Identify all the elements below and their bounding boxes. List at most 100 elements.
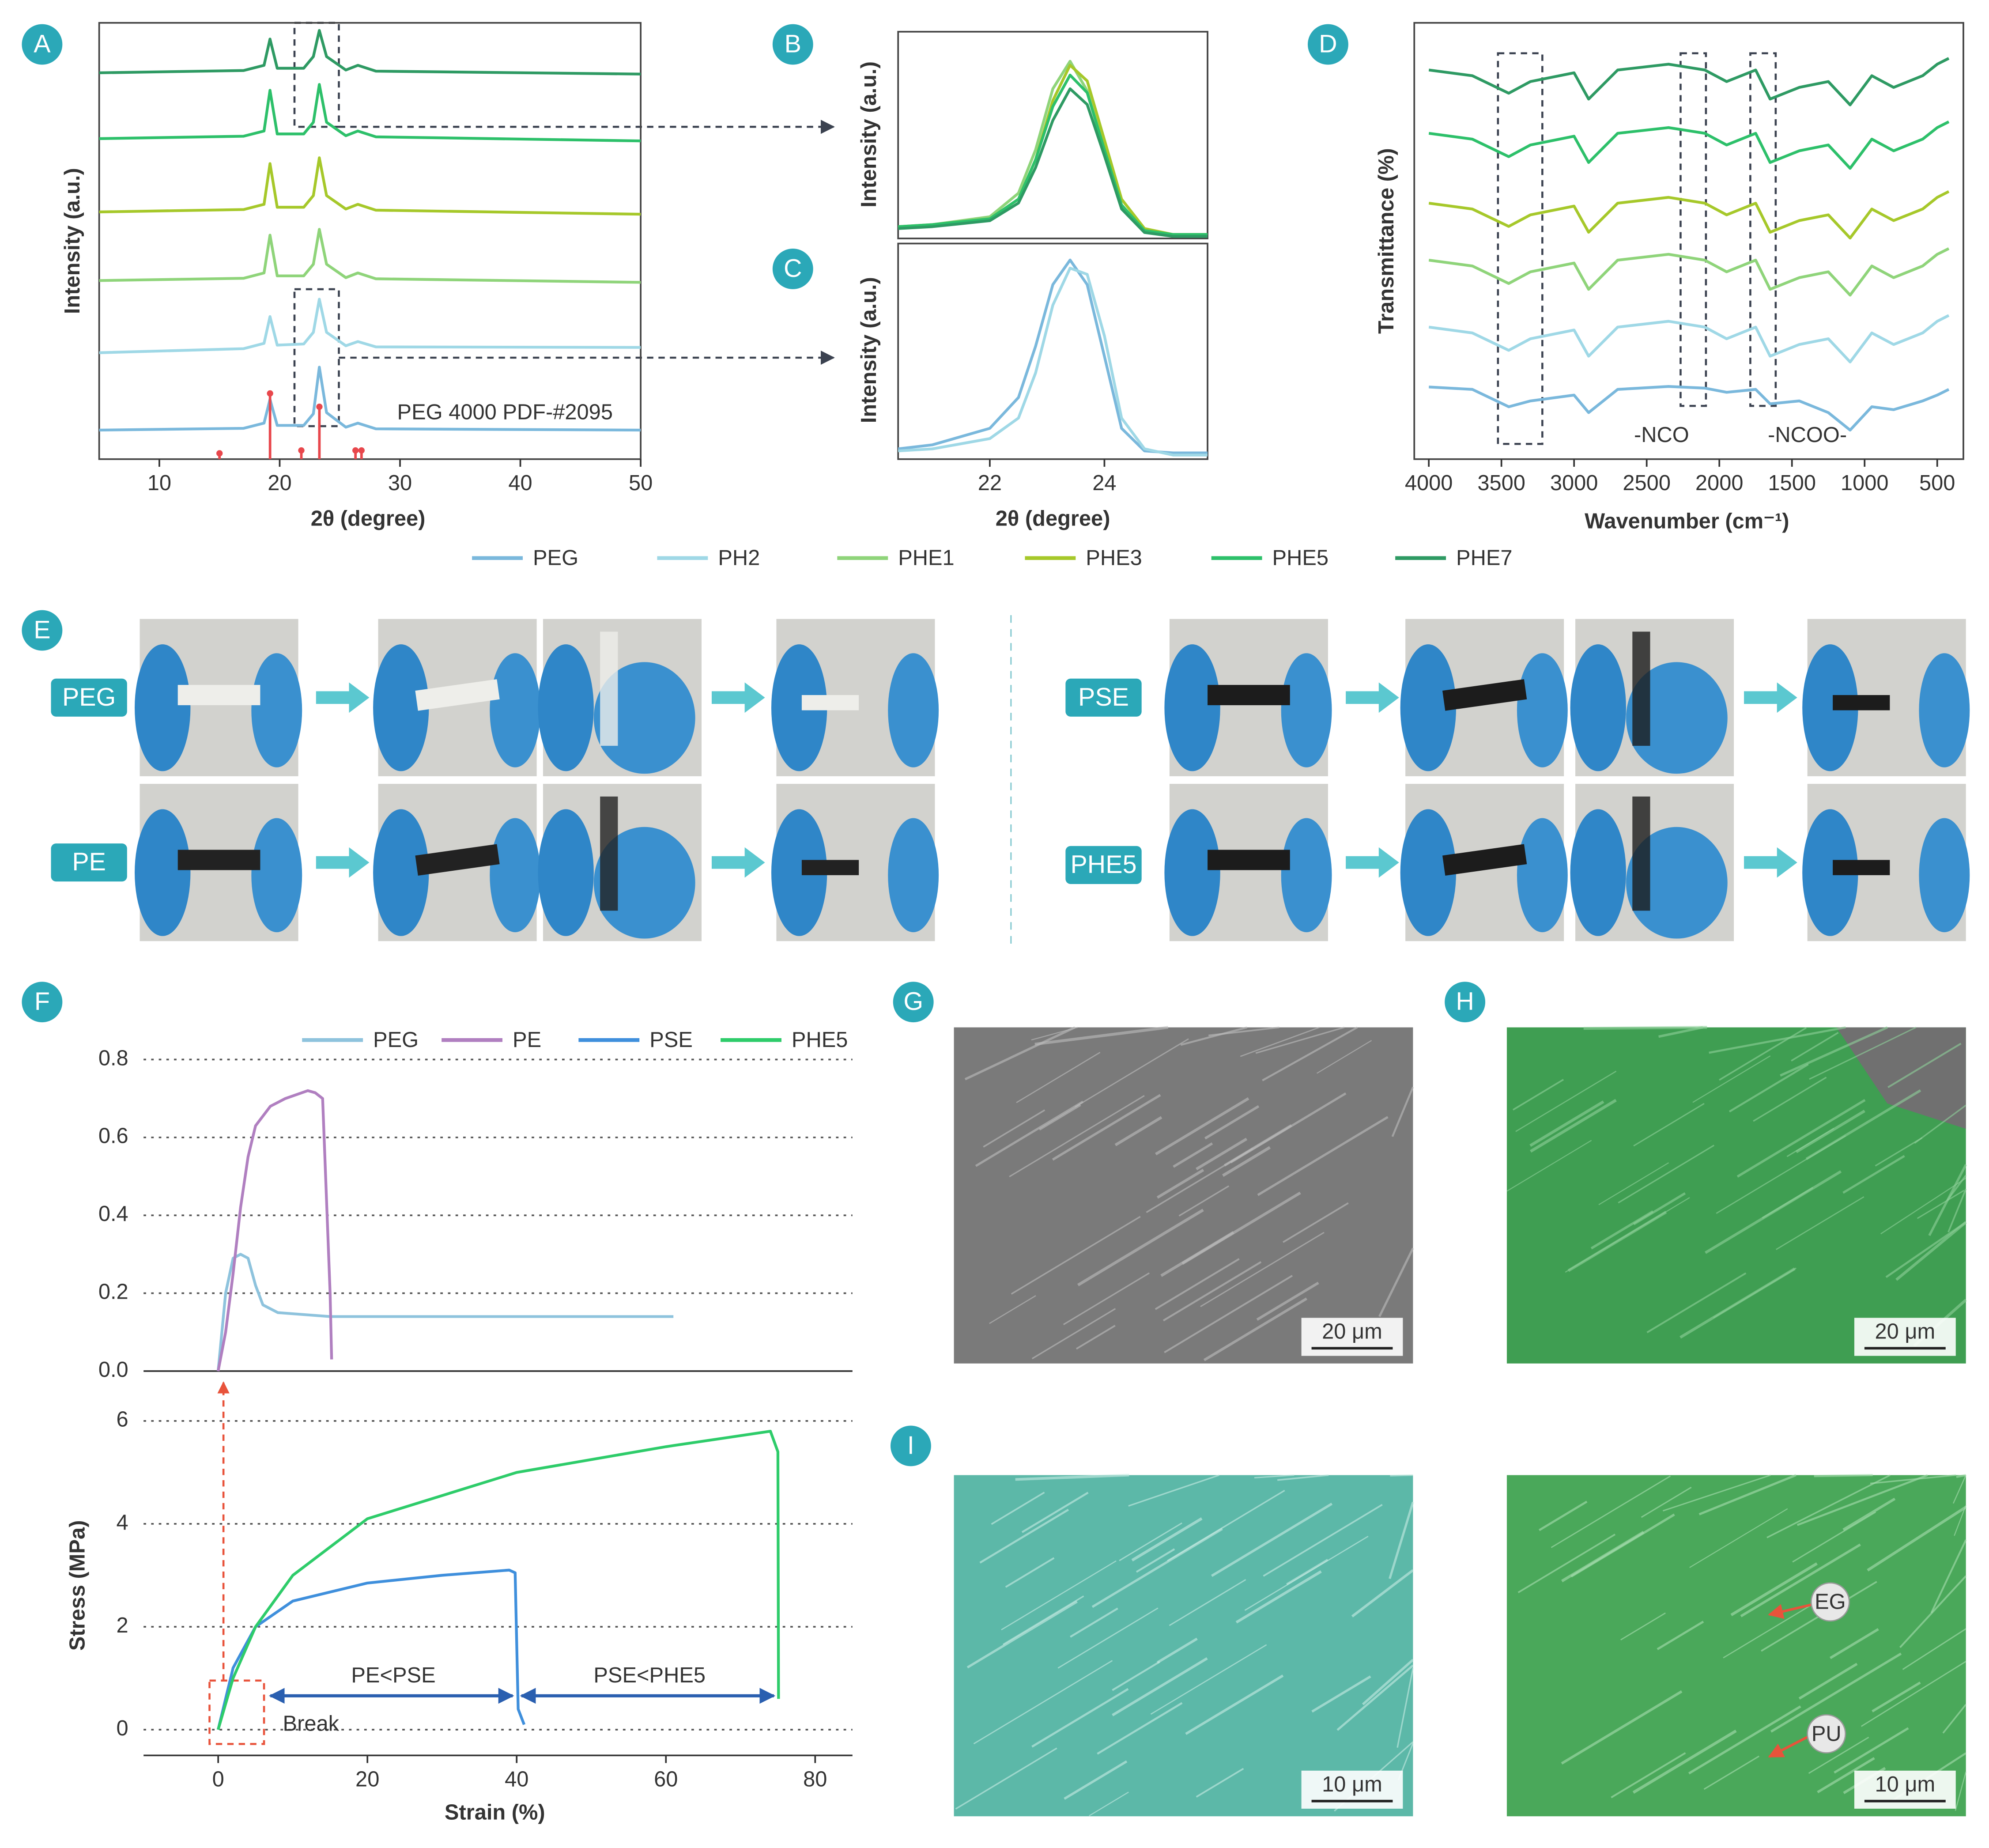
label-badge (1810, 1582, 1850, 1622)
photo (1164, 784, 1332, 941)
sem-texture (1316, 1040, 1372, 1074)
sem-texture (1277, 1474, 1329, 1481)
sem-texture (1230, 1092, 1347, 1164)
sample-strip (177, 685, 260, 706)
glove (251, 818, 302, 933)
sem-texture (1169, 1579, 1246, 1626)
scale-box (1301, 1318, 1403, 1356)
sem-texture (1222, 1146, 1271, 1177)
plot-frame (897, 242, 1208, 460)
sem-texture (1716, 1135, 1846, 1214)
sem-texture (1155, 1097, 1249, 1156)
sem-texture (1097, 1702, 1183, 1755)
glove (1400, 644, 1457, 771)
sem-texture (1875, 1137, 1923, 1167)
sem-texture (1003, 1595, 1084, 1645)
sem-texture (1817, 1757, 1875, 1793)
sem-texture (1657, 1621, 1704, 1650)
sem-texture (1798, 1663, 1858, 1700)
sem-texture (1131, 1517, 1203, 1562)
arrow (1744, 682, 1797, 713)
x-tick-label: 20 (355, 1768, 379, 1791)
sem-texture (1885, 1221, 1967, 1278)
panel-label: E (34, 616, 50, 644)
glove (1802, 809, 1858, 936)
sem-texture (1039, 1104, 1081, 1131)
sem-texture (989, 1295, 1036, 1324)
series-line (898, 258, 1208, 454)
sem-texture (1646, 1272, 1747, 1334)
panel-label: D (1319, 30, 1337, 58)
sample-strip (1442, 844, 1527, 876)
sem-texture (1164, 1275, 1293, 1353)
sem-texture (1112, 1661, 1160, 1691)
panel-label: H (1456, 987, 1474, 1016)
sample-strip (600, 631, 618, 746)
arrow (1346, 847, 1399, 878)
sem-texture (1311, 1675, 1371, 1713)
sem-texture (1914, 1104, 1966, 1144)
sem-image: 20 μm (954, 1026, 1414, 1364)
x-tick-label: 22 (978, 471, 1002, 495)
series-line (99, 83, 641, 143)
glove (135, 644, 191, 771)
sample-tag-label: PHE5 (1070, 850, 1136, 879)
sem-texture (1703, 1755, 1760, 1790)
sample-strip (1833, 695, 1890, 710)
series-line (99, 29, 641, 76)
sem-texture (1895, 1221, 1967, 1281)
sample-strip (801, 860, 859, 875)
photo (1802, 619, 1970, 776)
reference-dot (352, 447, 359, 454)
sem-texture (1185, 1674, 1284, 1735)
sem-texture (1517, 1534, 1616, 1594)
legend-label: PE (513, 1028, 541, 1052)
arrow (1346, 682, 1399, 713)
sem-texture (1089, 1791, 1129, 1817)
sem-texture (1200, 1232, 1325, 1308)
glove (593, 827, 695, 939)
y-tick-label: 0 (117, 1716, 128, 1740)
sem-texture (1709, 1026, 1846, 1054)
y-tick-label: 4 (117, 1511, 128, 1534)
x-tick-label: 24 (1092, 471, 1116, 495)
sem-texture (1808, 1736, 1869, 1774)
sample-tag-label: PSE (1078, 683, 1129, 711)
glove (1919, 653, 1970, 767)
panel-badge (1307, 24, 1348, 65)
glove (1517, 818, 1568, 933)
sem-texture (1870, 1474, 1956, 1485)
sem-gray (1836, 1027, 1966, 1129)
series-line (898, 60, 1208, 236)
sem-texture (1286, 1559, 1329, 1585)
sem-texture (1077, 1209, 1204, 1286)
legend-label: PHE7 (1456, 546, 1513, 570)
x-tick-label: 3000 (1550, 471, 1598, 495)
reference-dot (316, 404, 323, 410)
sem-texture (1136, 1548, 1175, 1573)
photo (1802, 784, 1970, 941)
sem-texture (1632, 1729, 1737, 1794)
sem-texture (964, 1026, 1076, 1081)
scale-label: 20 μm (1875, 1320, 1936, 1344)
dashed-box (1749, 52, 1777, 407)
break-box (208, 1679, 265, 1745)
photo (373, 619, 541, 776)
sem-texture (1766, 1474, 1891, 1538)
panel-badge (22, 982, 63, 1023)
sem-texture (1618, 1145, 1715, 1204)
arrow (316, 682, 370, 713)
glove (888, 818, 939, 933)
panel-label: A (34, 30, 51, 58)
sem-texture (1180, 1026, 1248, 1046)
sem-texture (1834, 1727, 1909, 1774)
sem-texture (955, 1747, 1057, 1810)
glove (1626, 827, 1728, 939)
panel-badge (893, 982, 934, 1023)
glove (1570, 809, 1626, 936)
sem-texture (1021, 1492, 1089, 1533)
x-tick-label: 40 (505, 1768, 528, 1791)
photo (135, 619, 302, 776)
x-tick-label: 40 (508, 471, 532, 495)
sample-strip (1208, 850, 1290, 870)
